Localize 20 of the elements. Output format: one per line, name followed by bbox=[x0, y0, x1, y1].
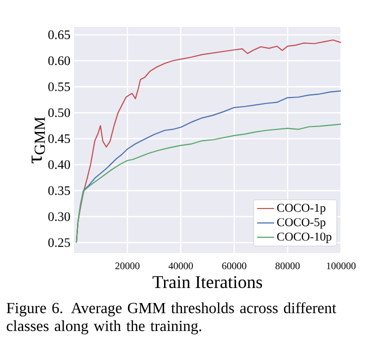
y-tick-label: 0.45 bbox=[48, 134, 70, 144]
x-tick-label: 100000 bbox=[326, 262, 356, 270]
y-tick-label: 0.55 bbox=[48, 82, 70, 92]
legend-label: COCO-10p bbox=[277, 232, 332, 244]
y-tick-label: 0.60 bbox=[48, 56, 70, 66]
x-tick-label: 60000 bbox=[222, 262, 246, 270]
legend-label: COCO-5p bbox=[277, 218, 326, 229]
y-tick-label: 0.25 bbox=[48, 238, 70, 248]
y-tick-label: 0.50 bbox=[48, 108, 70, 118]
y-axis-title: τ$_{GMM}$ bbox=[32, 117, 45, 164]
y-tick-label: 0.40 bbox=[48, 160, 70, 170]
y-tick-label: 0.30 bbox=[48, 212, 70, 222]
x-axis-title: Train Iterations bbox=[152, 276, 262, 288]
y-tick-label: 0.65 bbox=[48, 30, 70, 40]
x-tick-label: 40000 bbox=[168, 262, 193, 270]
x-tick-label: 20000 bbox=[115, 262, 140, 270]
x-tick-label: 80000 bbox=[276, 262, 300, 270]
legend-label: COCO-1p bbox=[277, 204, 326, 214]
y-tick-label: 0.35 bbox=[48, 186, 70, 196]
caption: Figure 6. Average GMM thresholds across different classes along with the training. bbox=[6, 302, 336, 334]
